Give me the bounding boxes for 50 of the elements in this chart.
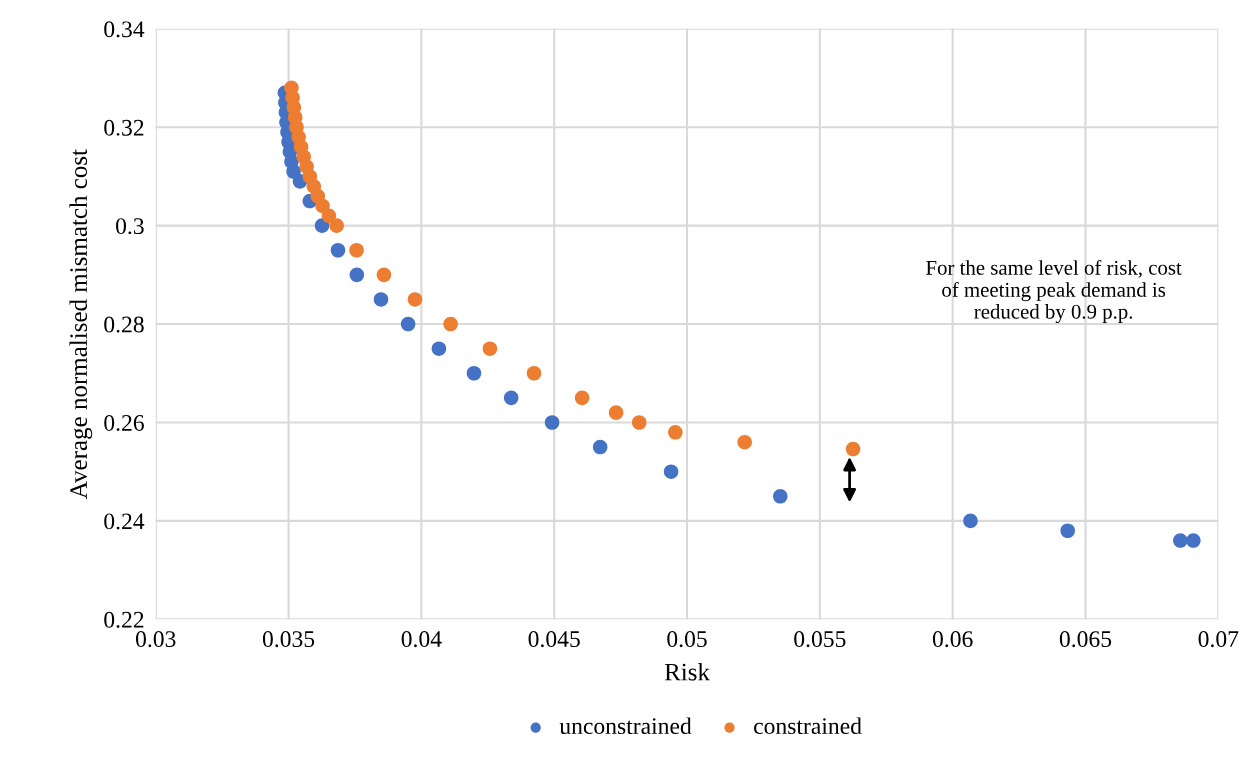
point xyxy=(329,218,344,233)
y-tick-label: 0.32 xyxy=(104,119,144,136)
x-tick-label: 0.065 xyxy=(1059,631,1112,648)
point xyxy=(845,441,861,457)
point xyxy=(466,365,482,381)
point xyxy=(443,316,458,332)
point xyxy=(608,405,624,420)
point xyxy=(1173,533,1188,548)
x-tick-label: 0.045 xyxy=(528,631,580,648)
y-tick-label: 0.24 xyxy=(104,513,145,530)
legend-label: unconstrained xyxy=(559,717,692,735)
y-tick-label: 0.34 xyxy=(104,21,145,38)
y-axis-title: Average normalised mismatch cost xyxy=(69,149,93,499)
point xyxy=(574,390,590,406)
x-tick-label: 0.06 xyxy=(932,631,973,648)
point xyxy=(963,513,978,529)
point xyxy=(407,292,423,307)
point xyxy=(663,464,679,479)
point xyxy=(431,341,447,356)
point xyxy=(349,242,364,258)
point xyxy=(592,439,608,455)
y-tick-label: 0.26 xyxy=(104,414,144,432)
point xyxy=(349,267,365,283)
y-tick-label: 0.3 xyxy=(116,218,144,235)
x-axis-title: Risk xyxy=(664,662,710,681)
point xyxy=(1186,533,1201,548)
point xyxy=(1060,523,1075,539)
point xyxy=(737,434,752,450)
point xyxy=(330,242,346,258)
point xyxy=(526,365,542,381)
point xyxy=(373,292,389,307)
x-tick-label: 0.035 xyxy=(262,631,315,648)
point xyxy=(631,415,647,430)
point xyxy=(482,341,498,356)
point xyxy=(321,208,337,224)
y-tick-label: 0.22 xyxy=(104,611,144,628)
annotation: For the same level of risk, cost of meeting peak demand is reduced by 0.9 p.p. xyxy=(926,259,1182,323)
point xyxy=(772,489,788,504)
x-tick-label: 0.04 xyxy=(401,631,442,648)
x-tick-label: 0.03 xyxy=(135,631,176,648)
legend-label: constrained xyxy=(754,717,862,735)
point xyxy=(668,425,683,440)
point xyxy=(376,267,392,283)
x-tick-label: 0.055 xyxy=(794,631,846,648)
x-tick-label: 0.07 xyxy=(1198,631,1239,648)
point xyxy=(400,316,416,332)
point xyxy=(503,390,519,406)
y-tick-label: 0.28 xyxy=(104,316,144,333)
point xyxy=(544,415,560,430)
x-tick-label: 0.05 xyxy=(667,631,707,648)
